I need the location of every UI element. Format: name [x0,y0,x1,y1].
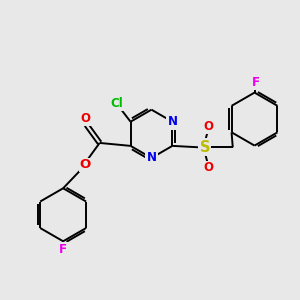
Text: N: N [146,152,157,164]
Text: Cl: Cl [110,97,123,110]
Text: N: N [167,115,177,128]
Text: O: O [204,161,214,175]
Text: O: O [204,120,214,133]
Text: F: F [252,76,260,89]
Text: F: F [59,243,67,256]
Text: S: S [200,140,210,155]
Text: O: O [80,112,90,125]
Text: O: O [79,158,91,171]
